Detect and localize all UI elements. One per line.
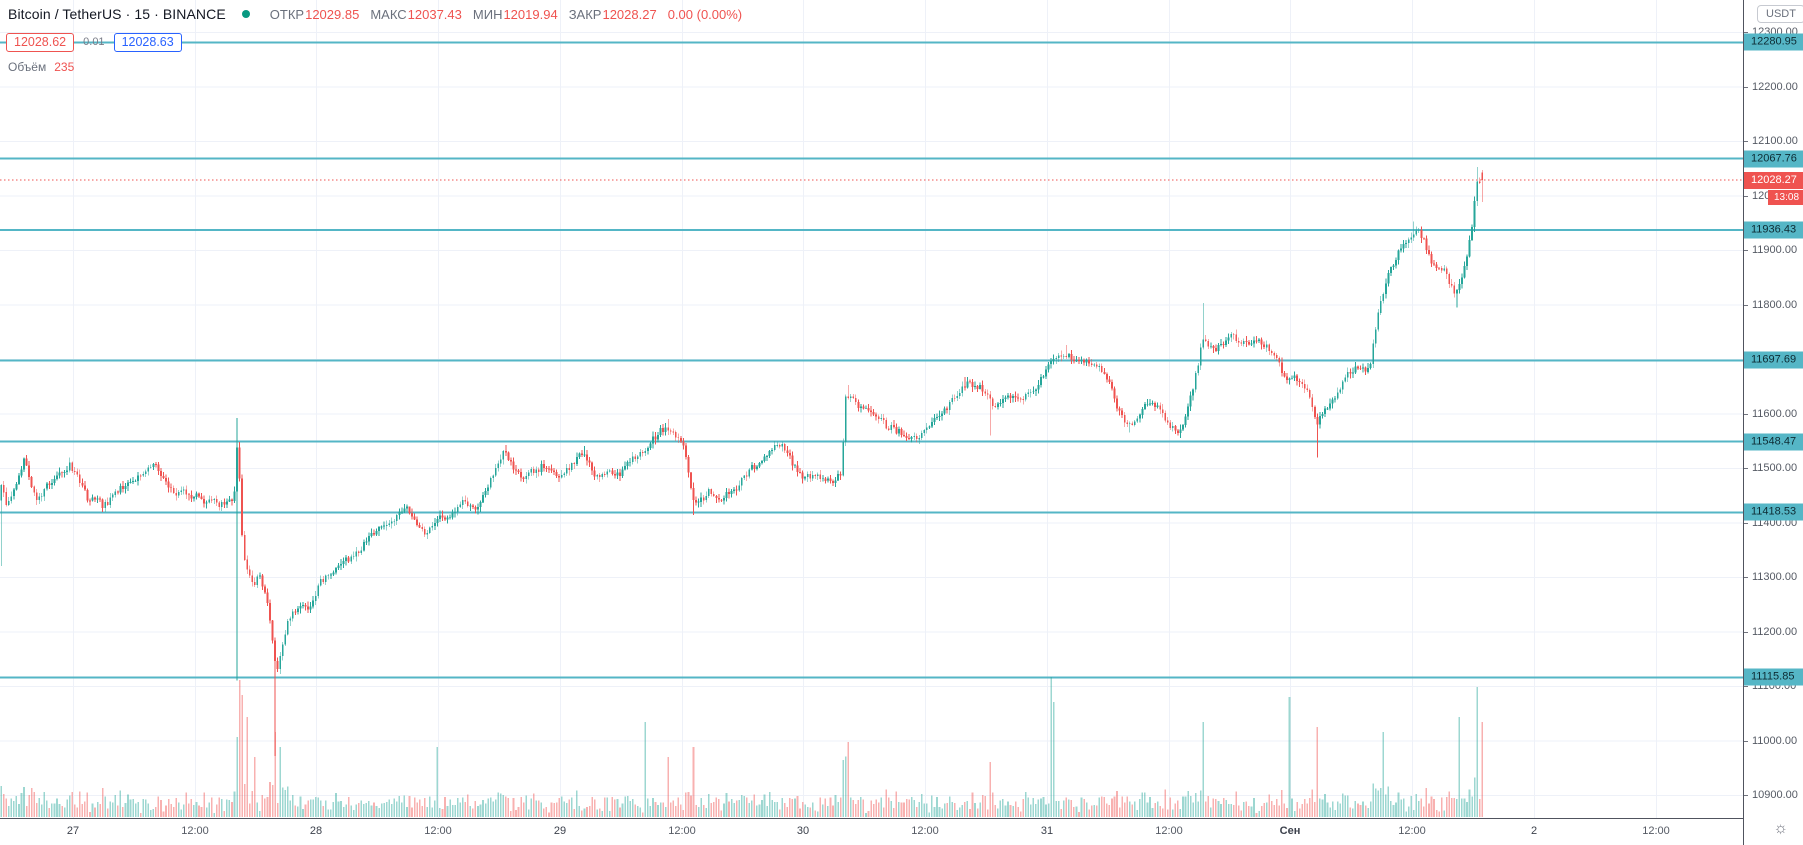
price-tick-mark: [1744, 795, 1748, 796]
price-tick-label: 11500.00: [1752, 462, 1798, 474]
candles-down: [2, 170, 1484, 756]
price-tick-mark: [1744, 523, 1748, 524]
time-axis-hour-label: 12:00: [181, 825, 209, 837]
sun-theme-icon[interactable]: ☼: [1773, 820, 1788, 837]
price-tick-label: 12200.00: [1752, 81, 1798, 93]
price-tick-mark: [1744, 577, 1748, 578]
price-tick-mark: [1744, 250, 1748, 251]
price-tick-mark: [1744, 468, 1748, 469]
price-level-badge[interactable]: 11115.85: [1744, 668, 1803, 686]
price-tick-label: 11800.00: [1752, 299, 1798, 311]
time-axis-day-label: 28: [309, 825, 323, 837]
candles-up: [0, 167, 1479, 681]
time-axis-hour-label: 12:00: [424, 825, 452, 837]
price-tick-label: 11300.00: [1752, 571, 1798, 583]
price-level-badge[interactable]: 12280.95: [1744, 33, 1803, 51]
price-level-badge[interactable]: 11697.69: [1744, 351, 1803, 369]
price-tick-label: 12100.00: [1752, 135, 1798, 147]
last-price-badge: 12028.27: [1744, 172, 1803, 189]
horizontal-level-lines[interactable]: [0, 41, 1743, 679]
time-axis-hour-label: 12:00: [668, 825, 696, 837]
price-tick-label: 11600.00: [1752, 408, 1798, 420]
grid-lines: [0, 0, 1743, 818]
time-axis-day-label: 31: [1040, 825, 1054, 837]
time-axis-day-label: 2: [1530, 825, 1538, 837]
candlestick-chart[interactable]: [0, 0, 1743, 818]
price-tick-mark: [1744, 305, 1748, 306]
axis-corner: ☼: [1743, 818, 1803, 845]
price-tick-mark: [1744, 141, 1748, 142]
volume-bars-down: [2, 680, 1484, 817]
price-tick-mark: [1744, 686, 1748, 687]
time-axis-hour-label: 12:00: [1398, 825, 1426, 837]
price-tick-label: 11900.00: [1752, 244, 1798, 256]
price-level-badge[interactable]: 12067.76: [1744, 150, 1803, 168]
time-axis-hour-label: 12:00: [1642, 825, 1670, 837]
time-axis-hour-label: 12:00: [911, 825, 939, 837]
price-tick-label: 10900.00: [1752, 789, 1798, 801]
time-axis-day-label: 30: [796, 825, 810, 837]
time-axis[interactable]: 27 12:00 28 12:00 29 12:00 30 12:00 31 12:00 Сен 12…: [0, 818, 1803, 845]
price-level-badge[interactable]: 11418.53: [1744, 503, 1803, 521]
price-tick-mark: [1744, 196, 1748, 197]
currency-badge: USDT: [1757, 5, 1803, 23]
time-axis-day-label: 29: [553, 825, 567, 837]
chart-pane[interactable]: [0, 0, 1743, 818]
price-axis[interactable]: USDT 12300.0012200.0012100.0012000.00119…: [1743, 0, 1803, 818]
time-axis-day-label: Сен: [1279, 825, 1301, 837]
price-tick-label: 11000.00: [1752, 735, 1798, 747]
time-axis-hour-label: 12:00: [1155, 825, 1183, 837]
price-tick-mark: [1744, 32, 1748, 33]
price-level-badge[interactable]: 11548.47: [1744, 433, 1803, 451]
price-tick-mark: [1744, 741, 1748, 742]
price-level-badge[interactable]: 11936.43: [1744, 221, 1803, 239]
price-tick-label: 11200.00: [1752, 626, 1798, 638]
price-tick-mark: [1744, 414, 1748, 415]
time-axis-day-label: 27: [66, 825, 80, 837]
bar-countdown-badge: 13:08: [1768, 190, 1803, 205]
volume-bars-up: [0, 677, 1478, 817]
price-tick-mark: [1744, 632, 1748, 633]
price-tick-mark: [1744, 87, 1748, 88]
